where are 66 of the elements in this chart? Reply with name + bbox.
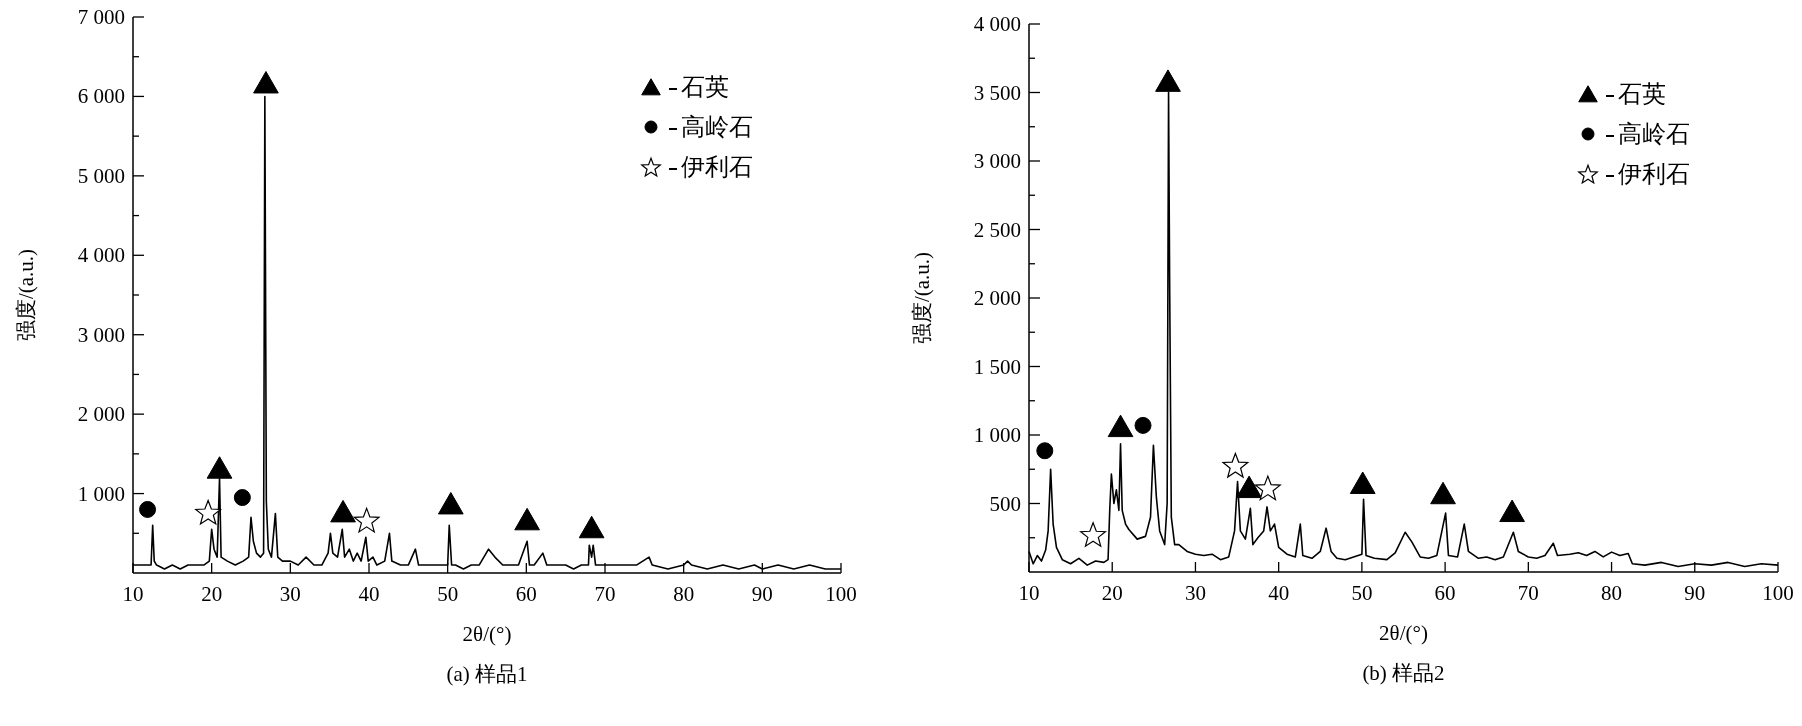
x-tick-label: 10	[122, 582, 144, 606]
y-tick-label: 2 000	[77, 402, 125, 427]
point	[1349, 471, 1376, 494]
x-tick-label: 20	[201, 582, 223, 606]
point	[353, 507, 380, 533]
point	[514, 507, 540, 531]
y-tick-label: 1 000	[77, 481, 125, 506]
legend-label: 石英	[681, 74, 729, 100]
point	[1499, 499, 1525, 523]
point	[1080, 522, 1107, 547]
point	[139, 500, 157, 518]
x-tick-label: 60	[515, 582, 537, 606]
x-axis-title: 2θ/(°)	[1379, 621, 1428, 645]
legend-label: 高岭石	[1618, 121, 1690, 147]
point	[1236, 475, 1262, 499]
point	[437, 491, 464, 515]
x-tick-label: 10	[1018, 581, 1040, 605]
point	[330, 499, 356, 523]
y-axis-title: 强度/(a.u.)	[14, 248, 38, 342]
x-tick-label: 40	[358, 582, 380, 606]
legend-label: 伊利石	[681, 154, 753, 180]
x-tick-label: 100	[825, 582, 857, 606]
x-tick-label: 90	[1684, 581, 1706, 605]
y-tick-label: 2 000	[973, 286, 1021, 310]
y-tick-label: 5 000	[77, 163, 125, 188]
x-tick-label: 30	[279, 582, 301, 606]
point	[195, 499, 222, 525]
text: (b) 样品2	[1362, 661, 1445, 685]
x-tick-label: 90	[751, 582, 773, 606]
y-tick-label: 7 000	[77, 5, 125, 29]
x-tick-label: 70	[594, 582, 616, 606]
x-tick-label: 50	[1351, 581, 1373, 605]
point	[1254, 475, 1281, 501]
legend-label: 伊利石	[1618, 161, 1690, 187]
point	[1107, 414, 1134, 438]
x-tick-label: 40	[1268, 581, 1290, 605]
y-axis-title: 强度/(a.u.)	[910, 251, 934, 345]
x-tick-label: 60	[1434, 581, 1456, 605]
x-tick-label: 80	[673, 582, 695, 606]
y-tick-label: 2 500	[973, 217, 1021, 242]
x-tick-label: 50	[437, 582, 459, 606]
point	[1222, 452, 1249, 478]
y-tick-label: 3 000	[77, 322, 125, 347]
point	[1155, 69, 1181, 92]
x-tick-label: 100	[1762, 581, 1794, 605]
y-tick-label: 1 500	[973, 354, 1021, 379]
y-tick-label: 6 000	[77, 84, 125, 109]
y-tick-label: 3 500	[973, 80, 1021, 105]
point	[1430, 481, 1456, 505]
x-tick-label: 20	[1101, 581, 1123, 605]
point	[253, 71, 279, 94]
point	[206, 456, 233, 479]
y-tick-label: 4 000	[973, 12, 1021, 36]
legend-label: 石英	[1618, 81, 1666, 107]
y-tick-label: 1 000	[973, 423, 1021, 447]
text: (a) 样品1	[446, 662, 528, 686]
x-tick-label: 30	[1184, 581, 1206, 605]
y-tick-label: 500	[989, 491, 1021, 516]
x-tick-label: 70	[1517, 581, 1539, 605]
point	[578, 515, 605, 539]
legend-label: 高岭石	[681, 114, 753, 140]
y-tick-label: 3 000	[973, 149, 1021, 173]
y-tick-label: 4 000	[77, 243, 125, 268]
point	[1134, 416, 1152, 434]
x-tick-label: 80	[1601, 581, 1623, 605]
x-axis-title: 2θ/(°)	[462, 622, 512, 646]
